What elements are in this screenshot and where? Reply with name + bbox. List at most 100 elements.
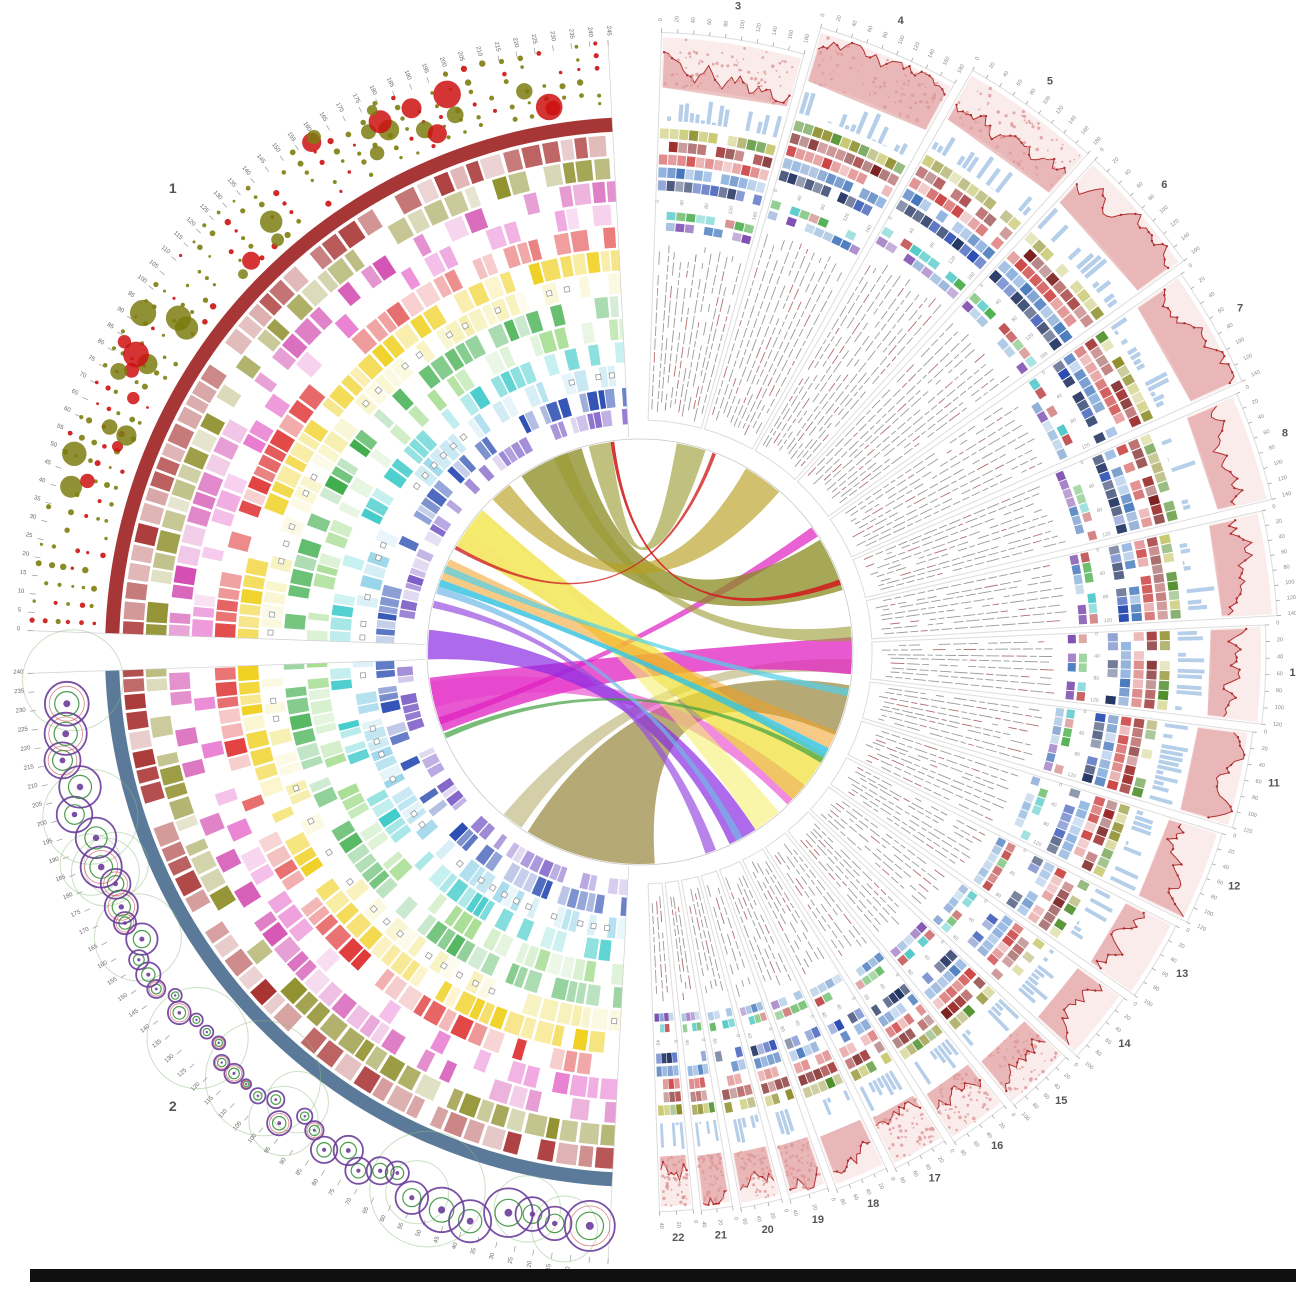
tick-label: 140 [1288, 610, 1296, 617]
tick-label: 160 [967, 271, 977, 281]
tick-label: 10 [17, 588, 25, 595]
tick-label: 0 [1080, 460, 1085, 467]
tick-label: 220 [511, 37, 519, 49]
tick-label: 100 [136, 274, 148, 285]
tick-label: 80 [1283, 564, 1290, 571]
gene-label-track [762, 264, 942, 468]
tick-label: 40 [1099, 570, 1106, 577]
tick-label: 70 [78, 371, 87, 380]
tick-label: 20 [810, 1204, 818, 1212]
chromosome-label: 10 [1289, 667, 1296, 679]
tick-label: 0 [1099, 147, 1105, 153]
tick-label: 0 [1276, 620, 1279, 626]
tick-label: 0 [1272, 504, 1276, 511]
tick-label: 0 [979, 283, 985, 289]
tick-label: 40 [1258, 762, 1265, 769]
tick-label: 140 [1180, 232, 1191, 242]
tick-label: 150 [117, 992, 129, 1003]
tick-label: 40 [984, 1131, 992, 1139]
gene-label-track [820, 801, 945, 904]
tick-label: 225 [530, 34, 538, 46]
tick-label: 80 [929, 241, 937, 249]
tick-label: 160 [864, 224, 873, 234]
chord-ribbon [492, 468, 780, 574]
tick-label: 0 [773, 188, 780, 193]
tick-label: 230 [549, 31, 556, 42]
gene-label-track [670, 896, 692, 1001]
tick-label: 140 [240, 165, 251, 177]
tick-label: 0 [1073, 1062, 1079, 1068]
tick-label: 150 [270, 142, 281, 154]
tick-label: 80 [1276, 688, 1282, 694]
tick-label: 0 [1232, 833, 1237, 840]
tick-label: 115 [172, 230, 184, 241]
tick-label: 20 [1112, 157, 1121, 166]
tick-label: 60 [1277, 671, 1283, 677]
tick-label: 80 [820, 203, 828, 211]
tick-label: 0 [782, 1209, 789, 1213]
tick-label: 100 [1020, 1111, 1030, 1122]
tick-label: 120 [1272, 722, 1282, 729]
chromosome-block: 0 40 80 0 20 40 60 80 [764, 832, 1016, 1157]
tick-label: 15 [546, 1263, 553, 1271]
gene-label-track [689, 887, 724, 994]
tick-label: 125 [177, 1067, 189, 1079]
chromosome-label: 6 [1161, 179, 1167, 191]
chromosome-block: 0 40 80 120 160 0 20 40 60 80 100 120 140 160 180 [647, 16, 811, 429]
gene-label-track [807, 322, 1010, 504]
tick-label: 80 [96, 338, 105, 347]
tick-label: 60 [1042, 1092, 1051, 1101]
tick-label: 0 [939, 939, 945, 945]
chromosome-label: 5 [1047, 76, 1053, 88]
tick-label: 50 [49, 441, 58, 449]
chromosome-label: 15 [1055, 1095, 1067, 1107]
chromosome-label: 7 [1237, 303, 1243, 315]
tick-label: 15 [19, 570, 27, 577]
tick-label: 20 [675, 1222, 681, 1228]
tick-label: 145 [255, 153, 266, 165]
tick-label: 155 [107, 976, 119, 987]
tick-label: 90 [116, 306, 125, 315]
tick-label: 240 [13, 670, 24, 676]
tick-label: 80 [1226, 322, 1234, 330]
tick-label: 80 [906, 969, 914, 977]
tick-label: 80 [1268, 444, 1276, 452]
gene-label-track [706, 884, 751, 998]
tick-label: 40 [1002, 70, 1010, 78]
tick-label: 80 [311, 1178, 320, 1187]
tick-label: 180 [62, 892, 74, 902]
tick-label: 40 [1222, 864, 1230, 872]
tick-label: 80 [862, 994, 870, 1002]
tick-label: 225 [18, 727, 29, 734]
tick-label: 80 [838, 1198, 846, 1206]
gene-label-track [875, 565, 1067, 635]
tick-label: 40 [1052, 1083, 1061, 1092]
chromosome-label: 11 [1268, 778, 1280, 790]
chromosome-label: 19 [812, 1214, 824, 1226]
tick-label: 60 [1016, 79, 1024, 87]
tick-label: 60 [867, 25, 875, 33]
tick-label: 0 [850, 996, 857, 1002]
tick-label: 215 [493, 41, 501, 53]
tick-label: 20 [716, 1219, 723, 1226]
chromosome-label: 16 [991, 1140, 1003, 1152]
tick-label: 240 [586, 27, 593, 38]
tick-label: 185 [55, 874, 67, 883]
tick-label: 20 [1275, 518, 1282, 525]
tick-label: 80 [1042, 821, 1050, 829]
tick-label: 40 [995, 298, 1003, 306]
tick-label: 40 [691, 17, 698, 24]
tick-label: 200 [438, 56, 447, 68]
tick-label: 60 [741, 1218, 748, 1225]
tick-label: 120 [1067, 772, 1077, 780]
tick-label: 40 [1169, 957, 1177, 965]
tick-label: 80 [1251, 795, 1258, 802]
chord-ribbon [429, 637, 852, 732]
